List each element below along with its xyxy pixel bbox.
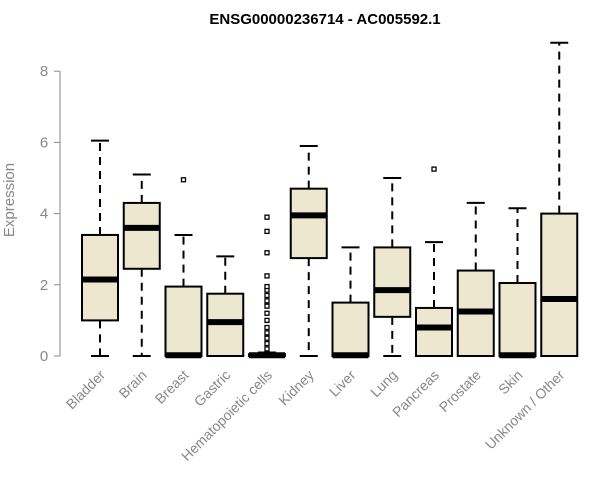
box-rect — [415, 306, 453, 358]
y-tick-label: 6 — [40, 134, 48, 151]
box-9 — [456, 201, 495, 357]
outlier-point — [264, 330, 270, 336]
box-4 — [248, 214, 286, 359]
box-10 — [498, 207, 537, 359]
box-2 — [164, 177, 203, 359]
box-8 — [415, 166, 453, 358]
outlier-point — [180, 177, 187, 183]
box-3 — [206, 255, 245, 358]
outlier-point — [264, 250, 270, 256]
outlier-point — [264, 292, 270, 299]
x-category-label: Breast — [152, 367, 192, 407]
chart-title: ENSG00000236714 - AC005592.1 — [209, 11, 440, 28]
x-category-label: Liver — [326, 367, 359, 400]
x-category-label: Bladder — [63, 367, 109, 413]
outlier-point — [264, 335, 270, 341]
outlier-point — [264, 340, 270, 347]
outlier-point — [264, 273, 270, 279]
box-rect — [373, 246, 412, 318]
y-tick-label: 2 — [40, 277, 48, 294]
box-rect — [164, 285, 203, 357]
x-category-label: Skin — [495, 367, 526, 398]
y-axis: 0 2 4 6 8 — [40, 63, 61, 365]
outlier-point — [264, 298, 270, 304]
box-rect — [498, 282, 537, 357]
box-rect — [540, 212, 579, 357]
box-rect — [331, 301, 370, 358]
outlier-point — [264, 346, 270, 352]
y-tick-label: 8 — [40, 63, 48, 80]
x-category-label: Lung — [367, 367, 400, 400]
box-7 — [373, 177, 412, 357]
y-tick-label: 0 — [40, 348, 48, 365]
outlier-point — [264, 303, 270, 309]
outlier-point — [431, 166, 437, 172]
outlier-point — [264, 283, 270, 290]
box-0 — [81, 139, 119, 357]
box-11 — [540, 41, 579, 357]
outlier-point — [264, 317, 270, 324]
box-rect — [122, 201, 161, 270]
box-5 — [289, 144, 328, 357]
box-rect — [289, 187, 328, 260]
box-1 — [122, 173, 161, 357]
y-axis-label: Expression — [1, 163, 18, 237]
outlier-point — [264, 228, 270, 235]
boxes — [81, 41, 579, 359]
y-tick-label: 4 — [40, 206, 48, 223]
x-category-label: Kidney — [275, 367, 317, 409]
x-category-label: Brain — [115, 367, 149, 401]
box-6 — [331, 246, 370, 359]
outlier-point — [264, 214, 270, 220]
x-category-label: Prostate — [436, 367, 484, 415]
x-category-label: Unknown / Other — [482, 367, 568, 453]
outlier-point — [264, 310, 270, 316]
outlier-point — [264, 324, 270, 331]
